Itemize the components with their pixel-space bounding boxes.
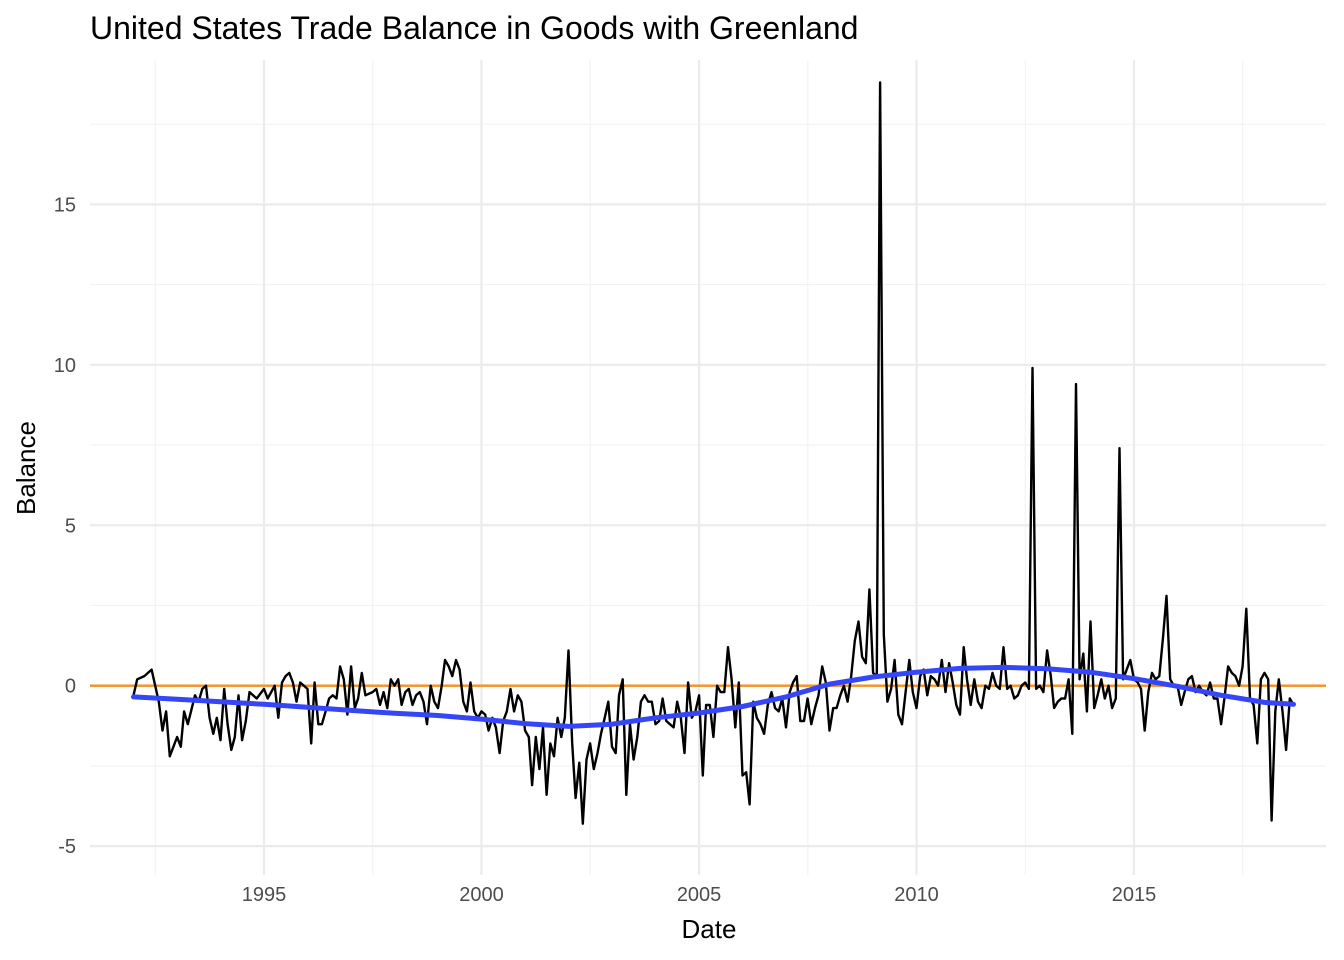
x-axis-ticks: 1995 2000 2005 2010 2015 xyxy=(242,884,1157,906)
x-tick-label: 1995 xyxy=(242,884,287,906)
plot-marks xyxy=(90,81,1326,825)
plot-grid xyxy=(90,60,1326,875)
x-axis-title: Date xyxy=(682,914,737,944)
x-tick-label: 2015 xyxy=(1112,884,1157,906)
y-tick-label: 15 xyxy=(54,194,76,216)
y-axis-title: Balance xyxy=(11,421,41,515)
y-tick-label: 0 xyxy=(65,676,76,698)
y-tick-label: 5 xyxy=(65,515,76,537)
y-tick-label: 10 xyxy=(54,355,76,377)
x-tick-label: 2010 xyxy=(894,884,939,906)
x-tick-label: 2000 xyxy=(459,884,504,906)
x-tick-label: 2005 xyxy=(677,884,722,906)
balance-series-line xyxy=(132,81,1295,825)
chart-title: United States Trade Balance in Goods wit… xyxy=(90,10,858,46)
y-axis-ticks: -5 0 5 10 15 xyxy=(54,194,76,858)
trend-smooth-line xyxy=(131,664,1296,729)
y-tick-label: -5 xyxy=(58,836,76,858)
